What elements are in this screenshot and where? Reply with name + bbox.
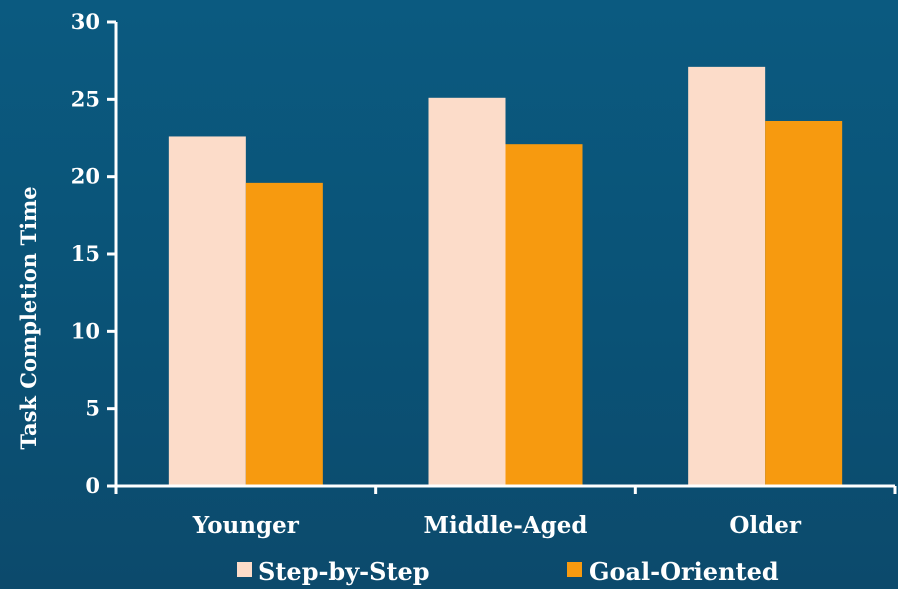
legend-label: Step-by-Step — [258, 557, 430, 586]
y-tick-label: 25 — [71, 86, 100, 111]
ticks-layer: 0 5 10 15 20 25 30 Younger Middle-Aged Older — [71, 9, 897, 539]
legend-swatch — [237, 562, 252, 577]
y-tick-label: 30 — [71, 9, 100, 34]
y-tick-label: 20 — [71, 164, 100, 189]
bar-step-by-step-older — [688, 66, 766, 486]
legend-swatch — [567, 562, 582, 577]
y-tick-label: 5 — [85, 396, 100, 421]
legend-label: Goal-Oriented — [589, 557, 779, 586]
bar-step-by-step-middle-aged — [428, 97, 506, 486]
bar-step-by-step-younger — [168, 136, 246, 486]
y-axis-title: Task Completion Time — [16, 186, 41, 449]
y-tick-label: 0 — [85, 473, 100, 498]
y-tick-label: 10 — [71, 318, 100, 343]
bar-goal-oriented-older — [765, 120, 843, 486]
legend: Step-by-Step Goal-Oriented — [237, 557, 779, 586]
bars-layer — [168, 66, 843, 487]
x-category-label: Middle-Aged — [424, 512, 588, 539]
x-category-label: Older — [729, 512, 801, 539]
x-category-label: Younger — [192, 512, 300, 539]
bar-goal-oriented-younger — [245, 182, 323, 486]
y-tick-label: 15 — [71, 241, 100, 266]
bar-goal-oriented-middle-aged — [505, 144, 583, 487]
